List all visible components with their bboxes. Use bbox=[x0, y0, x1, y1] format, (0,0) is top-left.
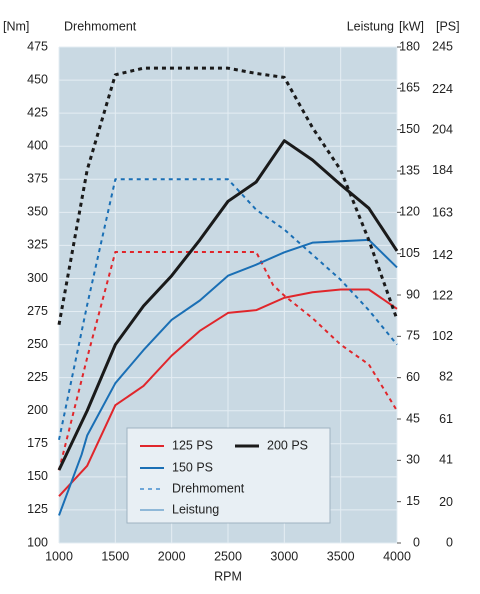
y-tick-label: 350 bbox=[27, 205, 48, 219]
y3-tick-label: 245 bbox=[432, 39, 453, 53]
torque-line bbox=[58, 251, 398, 471]
y-tick-label: 250 bbox=[27, 337, 48, 351]
power-line bbox=[58, 288, 398, 497]
y3-tick-label: 41 bbox=[439, 452, 453, 466]
y2-tick-label: 0 bbox=[413, 535, 420, 549]
legend-box bbox=[126, 427, 331, 524]
y2-tick-label: 75 bbox=[406, 329, 420, 343]
y-tick-label: 300 bbox=[27, 271, 48, 285]
y3-tick-label: 184 bbox=[432, 163, 453, 177]
y2-tick-label: 105 bbox=[399, 246, 420, 260]
y-tick-label: 400 bbox=[27, 138, 48, 152]
x-axis-title: RPM bbox=[214, 569, 242, 583]
y-axis-unit: [Nm] bbox=[3, 19, 29, 33]
y2-tick-label: 120 bbox=[399, 205, 420, 219]
x-tick-label: 1500 bbox=[101, 549, 129, 563]
legend-style-label: Drehmoment bbox=[172, 481, 245, 495]
y-tick-label: 200 bbox=[27, 403, 48, 417]
y3-tick-label: 0 bbox=[446, 535, 453, 549]
y3-tick-label: 61 bbox=[439, 412, 453, 426]
y3-tick-label: 102 bbox=[432, 329, 453, 343]
legend-label: 125 PS bbox=[172, 438, 213, 452]
legend-style-label: Leistung bbox=[172, 502, 219, 516]
x-tick-label: 4000 bbox=[383, 549, 411, 563]
y2-tick-label: 45 bbox=[406, 411, 420, 425]
y-tick-label: 175 bbox=[27, 436, 48, 450]
y-tick-label: 475 bbox=[27, 39, 48, 53]
x-tick-label: 3500 bbox=[327, 549, 355, 563]
y-axis-title: Drehmoment bbox=[64, 19, 137, 33]
y-tick-label: 375 bbox=[27, 172, 48, 186]
y3-tick-label: 204 bbox=[432, 122, 453, 136]
y-tick-label: 125 bbox=[27, 502, 48, 516]
x-tick-label: 3000 bbox=[270, 549, 298, 563]
y2-axis-title: Leistung bbox=[347, 19, 394, 33]
y2-axis-unit: [kW] bbox=[399, 19, 424, 33]
y2-tick-label: 180 bbox=[399, 39, 420, 53]
y2-tick-label: 135 bbox=[399, 163, 420, 177]
x-tick-label: 1000 bbox=[45, 549, 73, 563]
y2-tick-label: 15 bbox=[406, 494, 420, 508]
y-tick-label: 425 bbox=[27, 105, 48, 119]
x-tick-label: 2000 bbox=[158, 549, 186, 563]
y3-tick-label: 163 bbox=[432, 205, 453, 219]
y-tick-label: 225 bbox=[27, 370, 48, 384]
y3-tick-label: 142 bbox=[432, 248, 453, 262]
y-tick-label: 150 bbox=[27, 469, 48, 483]
y2-tick-label: 165 bbox=[399, 81, 420, 95]
y3-axis-unit: [PS] bbox=[436, 19, 460, 33]
y2-tick-label: 60 bbox=[406, 370, 420, 384]
y-tick-label: 325 bbox=[27, 238, 48, 252]
y2-tick-label: 150 bbox=[399, 122, 420, 136]
power-line bbox=[58, 238, 398, 516]
y3-tick-label: 224 bbox=[432, 82, 453, 96]
y3-tick-label: 82 bbox=[439, 369, 453, 383]
legend-label: 150 PS bbox=[172, 460, 213, 474]
x-tick-label: 2500 bbox=[214, 549, 242, 563]
torque-line bbox=[57, 66, 399, 326]
y-tick-label: 100 bbox=[27, 535, 48, 549]
power-line bbox=[57, 139, 399, 471]
torque-line bbox=[58, 178, 398, 441]
y-tick-label: 450 bbox=[27, 72, 48, 86]
y3-tick-label: 122 bbox=[432, 288, 453, 302]
y3-tick-label: 20 bbox=[439, 495, 453, 509]
y2-tick-label: 90 bbox=[406, 287, 420, 301]
y2-tick-label: 30 bbox=[406, 453, 420, 467]
y-tick-label: 275 bbox=[27, 304, 48, 318]
legend-label: 200 PS bbox=[267, 438, 308, 452]
